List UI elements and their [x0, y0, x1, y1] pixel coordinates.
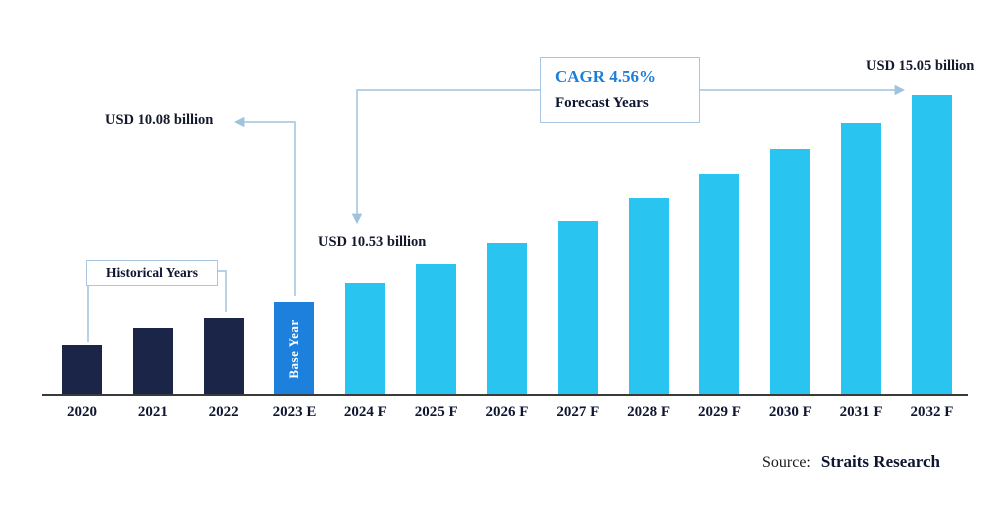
axis-label-2029-f: 2029 F	[698, 404, 741, 420]
cagr-value-label: CAGR 4.56%	[555, 67, 657, 86]
bar-2023-e: Base Year	[274, 302, 315, 395]
axis-label-2027-f: 2027 F	[556, 404, 600, 420]
bar-2025-f	[416, 264, 457, 395]
bar-2030-f	[770, 149, 811, 395]
bar-2021	[132, 328, 173, 395]
bar-2026-f	[486, 243, 527, 395]
bar-2022	[203, 318, 244, 395]
axis-label-2026-f: 2026 F	[485, 404, 529, 420]
x-axis-labels: 2020 2021 2022 2023 E 2024 F 2025 F 2026 F 2027…	[62, 404, 954, 421]
axis-label-2020: 2020	[67, 404, 97, 420]
base-year-label: Base Year	[286, 318, 302, 379]
axis-label-2023-e: 2023 E	[272, 404, 317, 420]
bar-2029-f	[699, 174, 740, 395]
axis-label-2032-f: 2032 F	[910, 404, 954, 420]
bar-2028-f	[628, 198, 669, 395]
axis-label-2031-f: 2031 F	[839, 404, 883, 420]
cagr-box: CAGR 4.56% Forecast Years	[540, 57, 700, 123]
source-name: Straits Research	[820, 452, 941, 471]
bars-area: Base Year	[62, 85, 952, 395]
axis-label-2024-f: 2024 F	[343, 404, 387, 420]
x-axis-line	[42, 394, 968, 396]
bar-2027-f	[557, 221, 598, 395]
source-attribution: Source: Straits Research	[762, 452, 940, 472]
historical-years-box: Historical Years	[86, 260, 218, 286]
bar-2032-f	[911, 95, 952, 395]
value-label-2024: USD 10.53 billion	[318, 234, 427, 250]
source-prefix: Source:	[762, 454, 811, 471]
axis-label-2021: 2021	[137, 404, 168, 420]
axis-label-2030-f: 2030 F	[768, 404, 812, 420]
forecast-years-label: Forecast Years	[555, 95, 649, 111]
axis-label-2025-f: 2025 F	[414, 404, 458, 420]
historical-years-label: Historical Years	[105, 265, 199, 280]
bar-2031-f	[841, 123, 882, 395]
axis-label-2028-f: 2028 F	[627, 404, 671, 420]
axis-label-2022: 2022	[208, 404, 239, 420]
bar-2020	[62, 345, 102, 395]
value-label-2032: USD 15.05 billion	[866, 58, 975, 74]
bar-2024-f	[345, 283, 386, 395]
value-label-2023: USD 10.08 billion	[105, 112, 214, 128]
